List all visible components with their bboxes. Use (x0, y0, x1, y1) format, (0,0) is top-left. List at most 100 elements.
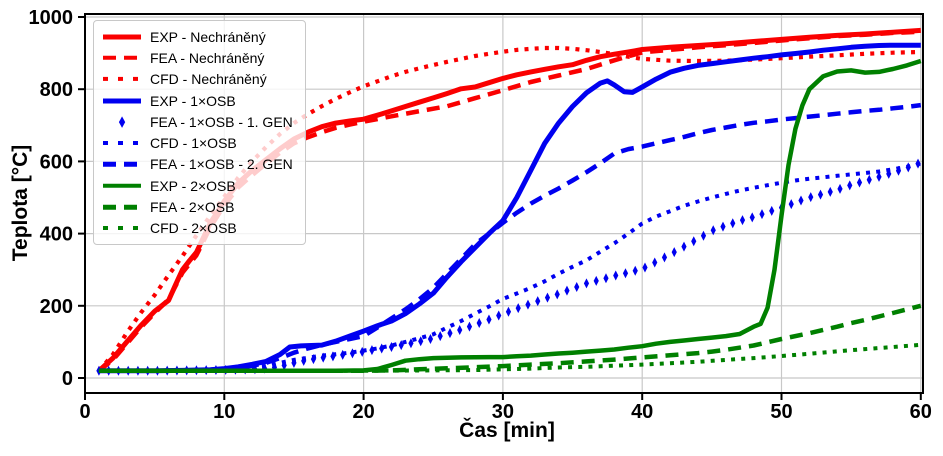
diamond-marker (544, 292, 551, 303)
diamond-marker (427, 333, 434, 344)
diamond-marker (466, 321, 473, 332)
legend-item-exp-1-osb: EXP - 1×OSB (103, 90, 293, 111)
legend-label: FEA - Nechráněný (150, 49, 265, 66)
legend-item-cfd-1-osb: CFD - 1×OSB (103, 132, 293, 153)
diamond-marker (632, 265, 638, 276)
legend-item-fea-2-osb: FEA - 2×OSB (103, 196, 293, 217)
legend-dotted-sample (103, 71, 141, 87)
x-tick-label: 60 (910, 401, 932, 423)
legend-dashed-sample (103, 50, 141, 66)
legend-item-cfd-nechr-n-n: CFD - Nechráněný (103, 69, 293, 90)
diamond-marker (486, 314, 492, 325)
diamond-marker (583, 278, 590, 289)
legend-label: FEA - 1×OSB - 2. GEN (150, 156, 293, 173)
diamond-marker (603, 273, 609, 284)
diamond-marker (613, 270, 619, 281)
y-tick-label: 200 (40, 296, 73, 318)
diamond-marker (749, 212, 755, 223)
legend-label: FEA - 2×OSB (150, 199, 235, 216)
diamond-marker (398, 340, 404, 351)
series-fea-nechr-n-n (97, 29, 921, 373)
diamond-marker (593, 275, 599, 286)
legend-dashed-sample (103, 156, 141, 172)
legend-item-cfd-2-osb: CFD - 2×OSB (103, 218, 293, 239)
diamond-marker (720, 221, 726, 232)
y-tick-label: 0 (62, 368, 73, 390)
diamond-marker (827, 186, 833, 197)
legend-dotted-sample (103, 135, 141, 151)
legend-label: FEA - 1×OSB - 1. GEN (150, 113, 293, 130)
y-tick-label: 600 (40, 151, 73, 173)
diamond-marker (652, 257, 658, 268)
legend-label: CFD - 2×OSB (150, 220, 237, 237)
diamond-marker (759, 209, 765, 220)
legend-label: EXP - 1×OSB (150, 92, 236, 109)
diamond-marker-icon: ◆ (118, 112, 126, 130)
diamond-marker (281, 360, 287, 371)
diamond-marker (515, 303, 521, 314)
legend: EXP - Nechráněný FEA - Nechráněný CFD - Ne… (93, 20, 306, 245)
legend-item-fea-1-osb-2-gen: FEA - 1×OSB - 2. GEN (103, 154, 293, 175)
legend-item-fea-1-osb-1-gen: ◆ FEA - 1×OSB - 1. GEN (103, 111, 293, 132)
legend-item-exp-nechr-n-n: EXP - Nechráněný (103, 26, 293, 47)
diamond-marker (808, 192, 814, 203)
diamond-marker (310, 354, 317, 365)
diamond-marker (817, 189, 824, 200)
legend-label: EXP - 2×OSB (150, 177, 236, 194)
diamond-marker (447, 328, 453, 339)
legend-dashed-sample (103, 199, 141, 215)
diamond-marker (681, 241, 687, 252)
series-fea-2-osb (98, 303, 922, 374)
diamond-marker (418, 336, 424, 347)
diamond-marker (622, 268, 629, 279)
diamond-marker (574, 281, 580, 292)
x-tick-label: 50 (770, 401, 792, 423)
plot-border (84, 13, 924, 394)
series-exp-nechr-n-n (97, 27, 921, 373)
x-tick-label: 0 (79, 401, 90, 423)
legend-solid-sample (103, 178, 141, 194)
diamond-marker (437, 331, 443, 342)
legend-dotted-sample (103, 220, 141, 236)
x-tick-label: 30 (492, 401, 514, 423)
x-tick-label: 20 (352, 401, 374, 423)
diamond-marker (388, 341, 395, 352)
legend-label: CFD - Nechráněný (150, 71, 267, 88)
y-tick-label: 800 (40, 79, 73, 101)
diamond-marker (661, 252, 668, 263)
diamond-marker (642, 262, 648, 273)
legend-item-exp-2-osb: EXP - 2×OSB (103, 175, 293, 196)
series-exp-2-osb (98, 58, 922, 374)
y-tick-label: 400 (40, 224, 73, 246)
diamond-marker (876, 171, 882, 182)
x-axis-label: Čas [min] (459, 419, 555, 442)
diamond-marker (837, 183, 843, 194)
diamond-marker (739, 215, 746, 226)
diamond-marker (700, 230, 707, 241)
diamond-marker (847, 180, 853, 191)
diamond-marker (496, 310, 502, 321)
diamond-marker (671, 247, 677, 258)
diamond-marker (564, 285, 570, 296)
diamond-marker (788, 199, 794, 210)
diamond-marker (710, 225, 716, 236)
legend-solid-sample (103, 93, 141, 109)
x-tick-label: 10 (213, 401, 235, 423)
diamond-marker (866, 174, 872, 185)
diamond-marker (554, 289, 560, 300)
diamond-marker (856, 177, 863, 188)
legend-label: CFD - 1×OSB (150, 135, 237, 152)
legend-solid-sample (103, 29, 141, 45)
diamond-marker (408, 338, 414, 349)
x-tick-label: 40 (631, 401, 653, 423)
y-tick-label: 1000 (29, 7, 74, 29)
legend-diamonds-sample: ◆ (103, 114, 141, 130)
diamond-marker (769, 205, 775, 216)
diamond-marker (525, 299, 531, 310)
diamond-marker (730, 218, 736, 229)
diamond-marker (798, 195, 804, 206)
legend-label: EXP - Nechráněný (150, 28, 266, 45)
diamond-marker (691, 236, 697, 247)
y-axis-label: Teplota [°C] (9, 144, 32, 262)
